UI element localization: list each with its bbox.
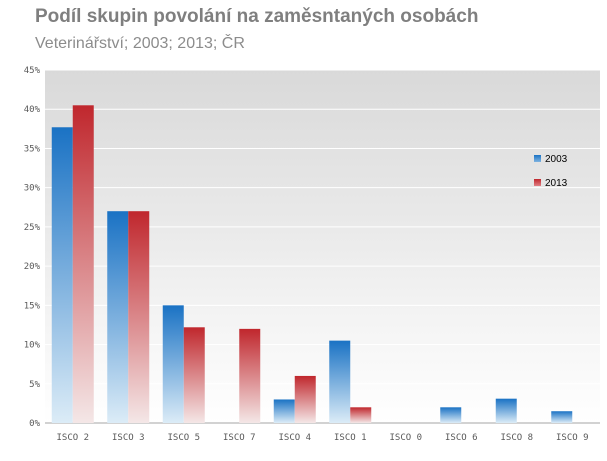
- x-tick-label: ISCO 8: [500, 433, 533, 443]
- x-axis-ticks: ISCO 2 ISCO 3 ISCO 5 ISCO 7 ISCO 4 ISCO 1 ISCO…: [56, 433, 588, 443]
- bar-2013-isco-1: [350, 407, 372, 423]
- bar-2003-isco-2: [51, 127, 73, 424]
- bar-2003-isco-3: [107, 211, 129, 423]
- bar-2003-isco-8: [495, 398, 517, 423]
- y-tick-label: 0%: [29, 419, 40, 429]
- bar-2003-isco-4: [273, 399, 295, 423]
- y-tick-label: 40%: [24, 105, 41, 115]
- bar-2013-isco-5: [183, 327, 205, 423]
- bar-2003-isco-5: [162, 305, 184, 423]
- x-tick-label: ISCO 1: [334, 433, 367, 443]
- x-tick-label: ISCO 6: [445, 433, 478, 443]
- bar-2003-isco-9: [551, 411, 573, 423]
- legend-label-2003: 2003: [545, 154, 568, 165]
- bars: [51, 105, 573, 424]
- legend-swatch-2013: [534, 179, 541, 186]
- x-tick-label: ISCO 7: [223, 433, 256, 443]
- x-tick-label: ISCO 0: [389, 433, 422, 443]
- bar-2013-isco-4: [294, 375, 316, 423]
- bar-2013-isco-7: [239, 328, 261, 423]
- bar-2013-isco-3: [128, 211, 150, 423]
- x-tick-label: ISCO 2: [56, 433, 89, 443]
- y-tick-label: 25%: [24, 223, 41, 233]
- bar-2003-isco-6: [440, 407, 462, 423]
- y-tick-label: 10%: [24, 341, 41, 351]
- y-tick-label: 45%: [24, 66, 41, 76]
- bar-2013-isco-2: [72, 105, 94, 424]
- x-tick-label: ISCO 4: [278, 433, 311, 443]
- legend-label-2013: 2013: [545, 178, 568, 189]
- y-tick-label: 35%: [24, 144, 41, 154]
- chart-title: Podíl skupin povolání na zaměsntaných os…: [35, 6, 479, 27]
- y-tick-label: 15%: [24, 301, 41, 311]
- y-axis-ticks: 0% 5% 10% 15% 20% 25% 30% 35% 40% 45%: [24, 66, 41, 429]
- y-tick-label: 20%: [24, 262, 41, 272]
- chart-subtitle: Veterinářství; 2003; 2013; ČR: [35, 35, 245, 52]
- x-tick-label: ISCO 9: [556, 433, 589, 443]
- bar-2003-isco-1: [329, 340, 351, 423]
- y-tick-label: 5%: [29, 380, 40, 390]
- y-tick-label: 30%: [24, 184, 41, 194]
- x-tick-label: ISCO 5: [167, 433, 200, 443]
- x-tick-label: ISCO 3: [112, 433, 145, 443]
- legend-swatch-2003: [534, 155, 541, 162]
- legend: 2003 2013: [534, 154, 568, 189]
